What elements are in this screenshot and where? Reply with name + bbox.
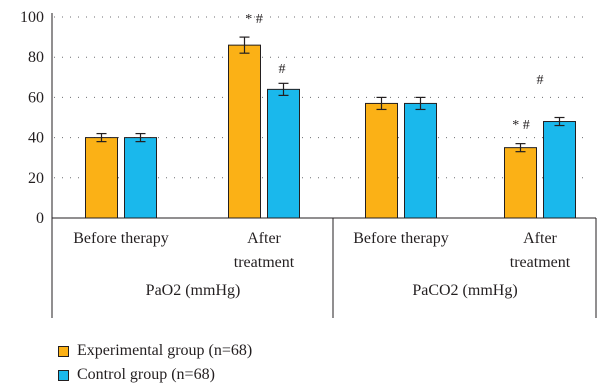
bar xyxy=(543,121,576,219)
significance-annotation: * # xyxy=(512,118,530,133)
bar xyxy=(124,137,157,219)
legend-swatch-control xyxy=(58,369,69,381)
legend-label-experimental: Experimental group (n=68) xyxy=(77,342,253,359)
bar xyxy=(365,102,398,219)
group-label: PaCO2 (mmHg) xyxy=(412,282,517,299)
y-tick-label: 0 xyxy=(36,210,44,227)
bar xyxy=(228,44,261,219)
significance-annotation: * # xyxy=(245,12,263,27)
y-tick-label: 60 xyxy=(28,89,44,106)
y-tick-label: 80 xyxy=(28,49,44,66)
significance-annotation: # xyxy=(537,73,544,88)
y-tick-label: 100 xyxy=(20,9,44,26)
chart: 0 20 40 60 80 100 * # # * # # Before therapy After t… xyxy=(20,9,597,318)
legend-swatch-experimental xyxy=(58,345,69,357)
legend-label-control: Control group (n=68) xyxy=(77,366,215,383)
y-tick-label: 20 xyxy=(28,170,44,187)
bar xyxy=(504,147,537,219)
category-label: treatment xyxy=(510,254,571,271)
legend-item-control: Control group (n=68) xyxy=(58,363,252,387)
category-label: After xyxy=(247,230,281,247)
significance-annotation: # xyxy=(279,62,286,77)
group-label: PaO2 (mmHg) xyxy=(146,282,241,299)
y-tick-label: 40 xyxy=(28,130,44,147)
category-label: treatment xyxy=(234,254,295,271)
bar xyxy=(267,88,300,219)
category-label: Before therapy xyxy=(73,230,169,247)
bar xyxy=(404,102,437,219)
legend-item-experimental: Experimental group (n=68) xyxy=(58,339,252,363)
bar xyxy=(85,137,118,219)
legend: Experimental group (n=68) Control group … xyxy=(58,339,252,387)
category-label: After xyxy=(523,230,557,247)
category-label: Before therapy xyxy=(353,230,449,247)
